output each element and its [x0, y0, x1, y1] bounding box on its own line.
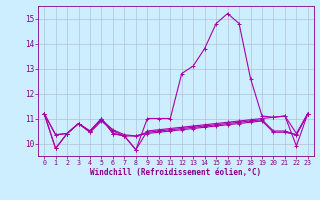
X-axis label: Windchill (Refroidissement éolien,°C): Windchill (Refroidissement éolien,°C): [91, 168, 261, 177]
